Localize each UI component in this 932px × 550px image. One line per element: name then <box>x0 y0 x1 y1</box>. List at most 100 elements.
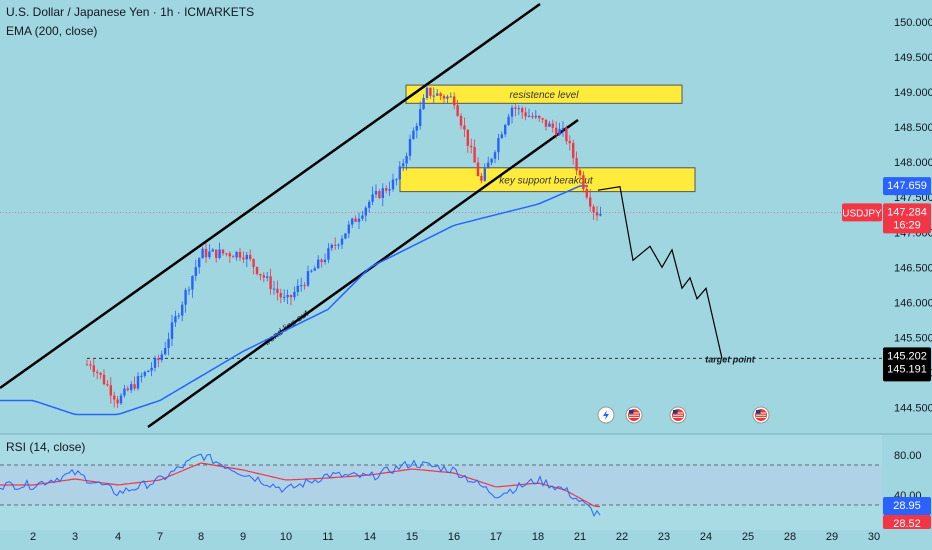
candle-body <box>476 162 480 176</box>
candle-body <box>585 189 588 198</box>
candle-body <box>599 213 602 216</box>
rsi-panel-bg <box>0 435 882 530</box>
candle-body <box>521 108 524 113</box>
candle-body <box>405 155 408 164</box>
time-axis-label: 18 <box>532 531 544 543</box>
candle-body <box>575 158 578 171</box>
candle-body <box>177 315 180 317</box>
price-axis-label: 147.500 <box>894 192 932 204</box>
candle-body <box>310 270 313 272</box>
rsi-label: RSI (14, close) <box>6 440 86 454</box>
candle-body <box>133 384 136 389</box>
candle-body <box>266 276 269 278</box>
candle-body <box>238 251 242 258</box>
candle-body <box>313 268 316 271</box>
candle-body <box>398 166 401 180</box>
candle-body <box>595 212 599 216</box>
candle-body <box>164 348 167 355</box>
rsi-ma-value-tag-text: 28.52 <box>893 518 921 530</box>
candle-body <box>487 162 490 169</box>
price-axis-label: 148.000 <box>894 157 932 169</box>
candle-body <box>337 244 340 246</box>
candle-body <box>221 249 225 254</box>
candle-body <box>235 251 238 258</box>
candle-body <box>208 251 211 258</box>
candle-body <box>453 96 456 106</box>
candle-body <box>303 285 306 287</box>
price-axis-label: 148.500 <box>894 122 932 134</box>
candle-body <box>568 141 571 144</box>
last-price-tag-text: 16:29 <box>893 219 921 231</box>
candle-body <box>116 399 119 404</box>
rsi-value-tag-text: 28.95 <box>893 500 921 512</box>
time-axis-label: 15 <box>406 531 418 543</box>
candle-body <box>170 322 174 339</box>
candle-body <box>402 163 405 167</box>
time-axis-label: 17 <box>490 531 502 543</box>
candle-body <box>296 285 299 292</box>
candle-body <box>541 118 544 120</box>
candle-body <box>140 375 143 377</box>
rsi-value-tag <box>883 497 931 516</box>
candle-body <box>187 289 191 291</box>
candle-body <box>245 254 248 260</box>
candle-body <box>347 224 350 234</box>
rsi-line <box>0 453 601 518</box>
target-price-tag-text: 145.191 <box>887 363 927 375</box>
candle-body <box>334 244 337 246</box>
candle-body <box>160 354 163 361</box>
candle-body <box>269 276 272 290</box>
target-price-tag-text: 145.202 <box>887 350 927 362</box>
time-axis-label: 4 <box>115 531 121 543</box>
candle-body <box>317 259 320 269</box>
candle-body <box>561 127 565 130</box>
candle-body <box>381 188 384 199</box>
candle-body <box>466 129 469 146</box>
candle-body <box>439 93 442 97</box>
candle-body <box>538 115 541 119</box>
candle-body <box>323 259 327 263</box>
chart-title: U.S. Dollar / Japanese Yen · 1h · ICMARK… <box>6 5 255 19</box>
candle-body <box>232 256 235 258</box>
candle-body <box>330 244 333 249</box>
candle-body <box>191 275 194 290</box>
time-axis-label: 7 <box>157 531 163 543</box>
candle-body <box>157 358 160 361</box>
candle-body <box>249 254 252 260</box>
time-axis-label: 28 <box>784 531 796 543</box>
candle-body <box>184 290 187 305</box>
candle-body <box>473 147 476 163</box>
candle-body <box>194 267 197 276</box>
candle-body <box>300 285 303 287</box>
candle-body <box>143 371 146 376</box>
candle-body <box>422 97 425 110</box>
flag-canton <box>673 410 678 414</box>
flag-canton <box>629 410 634 414</box>
candle-body <box>425 87 429 98</box>
candle-body <box>289 294 293 298</box>
candle-body <box>85 364 89 366</box>
candle-body <box>113 395 116 400</box>
candle-body <box>147 370 150 372</box>
candle-body <box>419 109 422 126</box>
time-axis-label: 9 <box>240 531 246 543</box>
candle-body <box>361 215 364 219</box>
resistance-zone <box>405 84 683 104</box>
candle-body <box>483 168 486 181</box>
candle-body <box>514 107 517 109</box>
candle-body <box>544 119 548 127</box>
candle-body <box>218 249 221 258</box>
candle-body <box>201 248 204 259</box>
candle-body <box>500 134 503 139</box>
last-price-tag-text: 147.284 <box>887 206 927 218</box>
candle-body <box>320 259 323 263</box>
candle-body <box>136 376 140 389</box>
candle-body <box>306 271 310 286</box>
price-axis-label: 149.500 <box>894 52 932 64</box>
candle-body <box>578 170 582 176</box>
candle-body <box>551 123 554 128</box>
candle-body <box>351 218 354 225</box>
candle-body <box>374 191 378 195</box>
